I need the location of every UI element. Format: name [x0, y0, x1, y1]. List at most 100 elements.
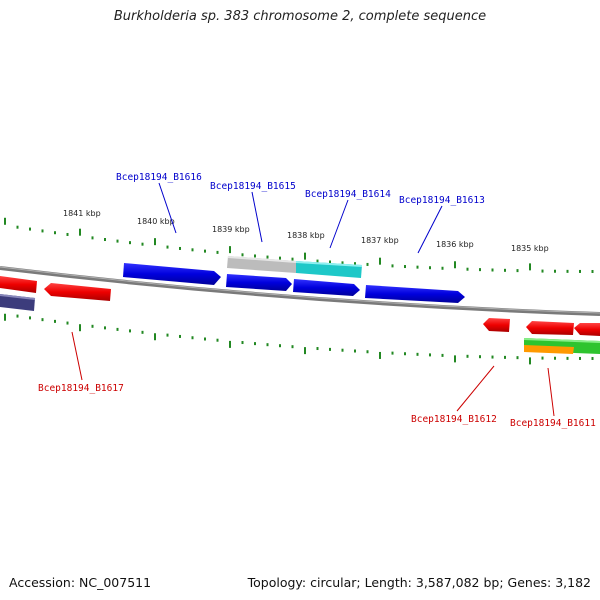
gene-label-B1613[interactable]: Bcep18194_B1613: [399, 195, 485, 206]
scale-tick: [304, 252, 306, 260]
scale-tick: [466, 267, 469, 271]
scale-tick: [79, 228, 81, 236]
gene-label-B1616[interactable]: Bcep18194_B1616: [116, 172, 202, 183]
chromosome-backbone: [0, 266, 600, 316]
leader-B1612: [456, 365, 495, 412]
scale-tick: [579, 356, 581, 360]
scale-tick: [4, 217, 6, 225]
gene-gray-feature[interactable]: [227, 256, 297, 273]
scale-tick: [166, 333, 169, 337]
scale-tick: [454, 355, 456, 363]
scale-tick: [204, 249, 206, 253]
scale-tick: [129, 241, 131, 245]
gene-orange-feature[interactable]: [524, 345, 574, 354]
scale-tick: [491, 268, 494, 272]
scale-tick: [341, 348, 344, 352]
scale-tick: [541, 356, 544, 360]
scale-tick: [366, 262, 369, 266]
scale-tick: [416, 265, 419, 269]
scale-tick: [441, 353, 444, 357]
gene-forward-B1615[interactable]: [226, 274, 292, 291]
scale-tick: [316, 259, 319, 263]
backbone-highlight: [0, 266, 600, 314]
scale-tick: [216, 338, 219, 342]
gene-reverse-B1612[interactable]: [483, 318, 510, 332]
gene-reverse-left-edge[interactable]: [0, 276, 37, 293]
scale-tick: [391, 264, 394, 268]
scale-tick: [429, 353, 431, 357]
scale-tick: [216, 250, 219, 254]
scale-tick: [441, 266, 444, 270]
kbp-label-1836: 1836 kbp: [436, 240, 474, 249]
scale-tick: [104, 326, 106, 330]
gene-label-B1612[interactable]: Bcep18194_B1612: [411, 414, 497, 425]
scale-tick: [179, 334, 181, 338]
gene-forward-B1616[interactable]: [123, 263, 221, 285]
scale-tick: [516, 269, 519, 273]
scale-tick: [116, 327, 119, 331]
gene-label-B1611[interactable]: Bcep18194_B1611: [510, 418, 596, 429]
lower-scale-ticks: [4, 313, 594, 365]
upper-scale-ticks: [4, 217, 594, 273]
scale-tick: [154, 333, 156, 341]
scale-tick: [566, 356, 569, 360]
scale-tick: [54, 319, 56, 323]
scale-tick: [304, 347, 306, 355]
gene-forward-B1613[interactable]: [365, 285, 465, 303]
scale-tick: [529, 357, 531, 365]
scale-tick: [504, 355, 506, 359]
scale-tick: [29, 316, 31, 320]
scale-tick: [554, 356, 556, 360]
scale-tick: [116, 239, 119, 243]
topology-text: Topology: circular; Length: 3,587,082 bp…: [247, 575, 591, 590]
scale-tick: [204, 337, 206, 341]
scale-tick: [79, 324, 81, 332]
scale-tick: [541, 269, 544, 273]
kbp-label-1835: 1835 kbp: [511, 244, 549, 253]
kbp-label-1841: 1841 kbp: [63, 209, 101, 218]
scale-tick: [241, 253, 244, 257]
leader-B1617: [71, 331, 83, 381]
scale-tick: [341, 261, 344, 265]
scale-tick: [366, 350, 369, 354]
leader-B1611: [547, 367, 555, 417]
gene-reverse-B1617[interactable]: [44, 283, 111, 301]
kbp-label-1840: 1840 kbp: [137, 217, 175, 226]
scale-tick: [354, 262, 356, 266]
scale-tick: [404, 352, 406, 356]
gene-label-B1614[interactable]: Bcep18194_B1614: [305, 189, 391, 200]
scale-tick: [104, 238, 106, 242]
map-title: Burkholderia sp. 383 chromosome 2, compl…: [113, 9, 487, 24]
scale-tick: [154, 238, 156, 246]
gene-label-B1617[interactable]: Bcep18194_B1617: [38, 383, 124, 394]
gene-dark-feature[interactable]: [0, 294, 36, 311]
scale-tick: [391, 351, 394, 355]
scale-tick: [291, 257, 294, 261]
leader-B1614: [329, 199, 349, 249]
scale-tick: [429, 266, 431, 270]
scale-tick: [41, 229, 44, 233]
gene-label-B1615[interactable]: Bcep18194_B1615: [210, 181, 296, 192]
gene-reverse-B1611[interactable]: [526, 321, 600, 336]
leader-B1613: [417, 205, 443, 254]
scale-tick: [329, 260, 331, 264]
gene-forward-B1614[interactable]: [293, 279, 360, 296]
scale-tick: [479, 268, 481, 272]
scale-tick: [229, 340, 231, 348]
scale-tick: [554, 269, 556, 273]
scale-tick: [91, 236, 94, 240]
scale-tick: [16, 314, 19, 318]
scale-tick: [516, 356, 519, 360]
scale-tick: [266, 255, 269, 259]
scale-tick: [479, 355, 481, 359]
scale-tick: [504, 268, 506, 272]
scale-tick: [354, 349, 356, 353]
scale-tick: [579, 269, 581, 273]
scale-tick: [491, 355, 494, 359]
scale-tick: [254, 254, 256, 258]
scale-tick: [279, 256, 281, 260]
gene-cyan-feature[interactable]: [295, 261, 363, 278]
scale-tick: [54, 231, 56, 235]
scale-tick: [379, 351, 381, 359]
